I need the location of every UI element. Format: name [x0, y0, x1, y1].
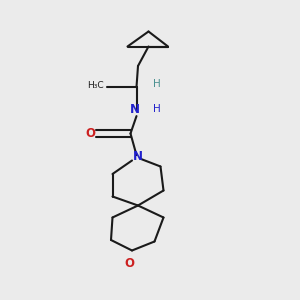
Text: O: O	[124, 257, 134, 270]
Text: H₃C: H₃C	[87, 81, 104, 90]
Text: O: O	[85, 127, 96, 140]
Text: H: H	[153, 104, 161, 115]
Text: H: H	[153, 79, 161, 89]
Text: N: N	[130, 103, 140, 116]
Text: N: N	[133, 149, 143, 163]
